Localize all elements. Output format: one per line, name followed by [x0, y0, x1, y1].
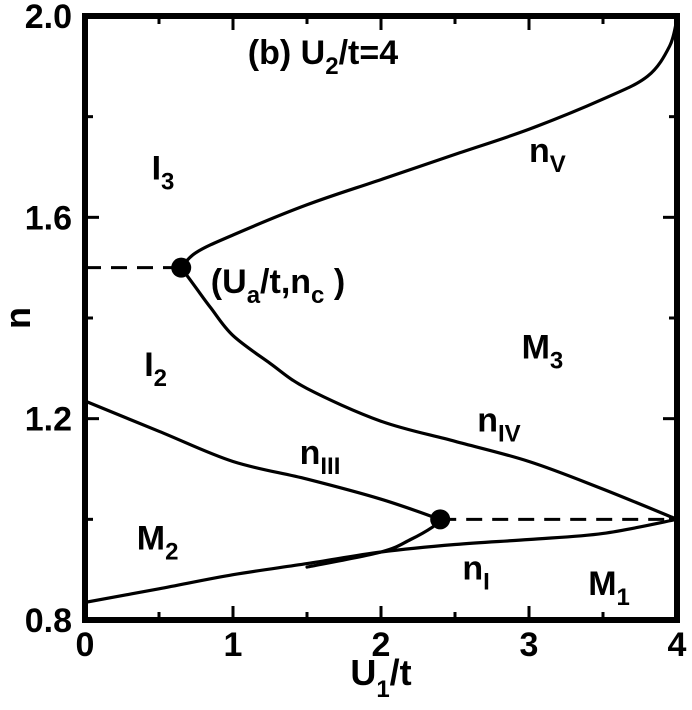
annotation-region-I3-sub: 3 — [161, 169, 174, 196]
plot-content — [85, 16, 677, 604]
annotation-title-sub: 2 — [325, 53, 338, 80]
critical-point-marker-1 — [430, 509, 451, 530]
curve-nIII — [85, 399, 442, 521]
curve-nV — [179, 16, 677, 270]
annotation-label-nIV: nIV — [477, 401, 520, 447]
annotation-region-I2: I2 — [144, 346, 167, 392]
x-tick-label-1: 1 — [224, 626, 243, 664]
annotation-region-I3-main: I — [152, 150, 161, 188]
y-axis-label: n — [0, 307, 38, 329]
annotation-label-nI: nI — [462, 550, 489, 596]
y-tick-label-3: 2.0 — [25, 0, 72, 36]
annotation-region-M3: M3 — [522, 328, 564, 374]
annotation-region-M1-sub: 1 — [617, 584, 630, 611]
annotation-label-nV-main: n — [529, 132, 550, 170]
axis-ticks — [83, 14, 679, 622]
annotation-label-nIV-sub: IV — [498, 420, 521, 447]
annotation-region-I2-main: I — [144, 346, 153, 384]
curve-nIV — [179, 266, 677, 521]
y-tick-label-1: 1.2 — [25, 401, 72, 439]
annotation-region-M2-sub: 2 — [165, 539, 178, 566]
annotation-point-label-sub2: c — [311, 282, 324, 309]
x-axis-label-sub: 1 — [376, 676, 389, 703]
annotation-region-I2-sub: 2 — [154, 365, 167, 392]
annotation-label-nI-sub: I — [483, 569, 490, 596]
x-axis-label-tail: /t — [390, 652, 412, 693]
x-axis-label-main: U — [350, 652, 376, 693]
annotation-label-nI-main: n — [462, 550, 483, 588]
annotation-region-M1: M1 — [588, 565, 630, 611]
annotation-region-M2-main: M — [137, 520, 165, 558]
annotation-region-M2: M2 — [137, 520, 179, 566]
annotation-title: (b) U2/t=4 — [248, 34, 398, 80]
x-axis-label: U1/t — [350, 652, 411, 703]
annotation-point-label-sub: a — [247, 282, 261, 309]
axis-tick-labels: 0 1 2 3 4 0.8 1.2 1.6 2.0 — [25, 0, 687, 664]
x-tick-label-2: 2 — [372, 626, 391, 664]
annotation-region-I3: I3 — [152, 150, 175, 196]
annotation-label-nIII-sub: III — [320, 453, 340, 480]
x-tick-label-3: 3 — [520, 626, 539, 664]
annotation-label-nV: nV — [529, 132, 566, 178]
annotation-region-M3-main: M — [522, 328, 550, 366]
critical-point-marker-0 — [171, 257, 192, 278]
x-tick-label-0: 0 — [76, 626, 95, 664]
annotation-label-nIV-main: n — [477, 401, 498, 439]
x-tick-label-4: 4 — [668, 626, 687, 664]
annotation-title-main: (b) U — [248, 34, 325, 72]
annotation-point-label: (Ua/t,nc ) — [211, 263, 345, 309]
annotation-label-nV-sub: V — [550, 151, 566, 178]
annotation-point-label-tail2: ) — [324, 263, 345, 301]
annotation-label-nIII: nIII — [300, 434, 341, 480]
y-tick-label-2: 1.6 — [25, 199, 72, 237]
annotation-region-M1-main: M — [588, 565, 616, 603]
annotation-label-nIII-main: n — [300, 434, 321, 472]
annotation-region-M3-sub: 3 — [550, 347, 563, 374]
annotation-point-label-main: (U — [211, 263, 247, 301]
annotation-point-label-tail: /t,n — [260, 263, 311, 301]
annotation-title-tail: /t=4 — [339, 34, 399, 72]
y-tick-label-0: 0.8 — [25, 602, 72, 640]
